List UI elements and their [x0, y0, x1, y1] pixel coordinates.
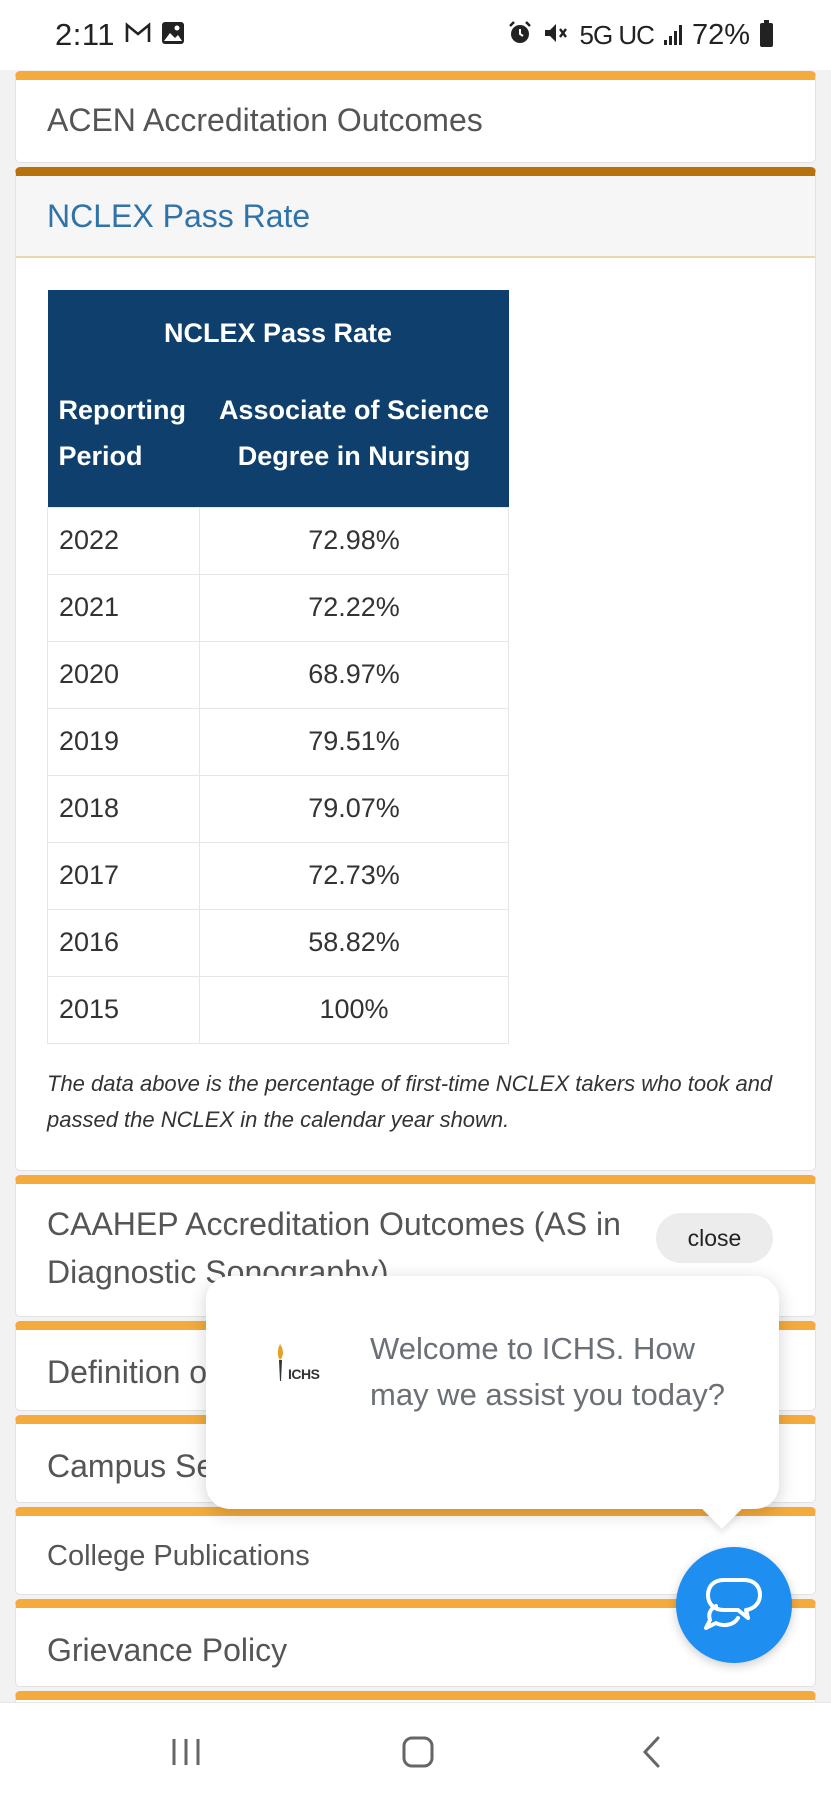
- status-right: 5G UC 72%: [507, 19, 773, 52]
- accordion-acen[interactable]: ACEN Accreditation Outcomes: [15, 71, 816, 163]
- system-nav-bar: [0, 1702, 831, 1800]
- row-rate: 79.07%: [199, 774, 509, 843]
- table-row: 2019 79.51%: [47, 707, 509, 776]
- battery-level: 72%: [691, 18, 750, 51]
- table-row: 2015 100%: [47, 975, 509, 1044]
- accordion-title-publications: College Publications: [47, 1540, 310, 1572]
- row-year: 2016: [47, 908, 200, 977]
- table-row: 2017 72.73%: [47, 841, 509, 910]
- accordion-next[interactable]: [15, 1691, 816, 1702]
- status-bar: 2:11 5G UC 72%: [0, 0, 831, 70]
- recent-apps-icon: [172, 1739, 200, 1765]
- table-title: NCLEX Pass Rate: [47, 290, 509, 370]
- page-content: ACEN Accreditation Outcomes NCLEX Pass R…: [0, 70, 831, 1702]
- row-year: 2017: [47, 841, 200, 910]
- chat-close-button[interactable]: close: [656, 1213, 773, 1263]
- table-row: 2018 79.07%: [47, 774, 509, 843]
- row-rate: 72.98%: [199, 506, 509, 575]
- row-year: 2018: [47, 774, 200, 843]
- logo-text: ICHS: [288, 1366, 320, 1382]
- ichs-logo: ICHS: [274, 1344, 320, 1382]
- chat-bubbles-icon: [704, 1578, 762, 1630]
- table-footnote: The data above is the percentage of firs…: [47, 1071, 773, 1132]
- row-year: 2022: [47, 506, 200, 575]
- gmail-icon: [125, 22, 151, 48]
- column-header-degree: Associate of Science Degree in Nursing: [199, 370, 509, 507]
- row-year: 2020: [47, 640, 200, 709]
- row-rate: 58.82%: [199, 908, 509, 977]
- nclex-table: NCLEX Pass Rate Reporting Period Associa…: [47, 290, 509, 1044]
- gallery-icon: [161, 21, 185, 49]
- accordion-title-definition: Definition of: [47, 1354, 216, 1390]
- accordion-header-nclex[interactable]: NCLEX Pass Rate: [16, 176, 815, 258]
- column-header-period-line1: Reporting: [58, 395, 187, 426]
- torch-icon: [277, 1344, 283, 1381]
- mute-icon: [543, 21, 569, 49]
- status-time: 2:11: [55, 17, 116, 52]
- accordion-title-grievance: Grievance Policy: [47, 1632, 288, 1668]
- row-rate: 72.22%: [199, 573, 509, 642]
- accordion-nclex: NCLEX Pass Rate NCLEX Pass Rate Reportin…: [15, 167, 816, 1171]
- table-row: 2020 68.97%: [47, 640, 509, 709]
- chat-welcome-popup: ICHS Welcome to ICHS. How may we assist …: [206, 1276, 779, 1509]
- accordion-title-campus: Campus Se: [47, 1448, 215, 1484]
- recent-apps-button[interactable]: [126, 1703, 246, 1800]
- column-header-period: Reporting Period: [47, 370, 200, 507]
- row-year: 2015: [47, 975, 200, 1044]
- back-button[interactable]: [592, 1703, 712, 1800]
- table-row: 2016 58.82%: [47, 908, 509, 977]
- table-row: 2022 72.98%: [47, 506, 509, 575]
- row-year: 2019: [47, 707, 200, 776]
- column-header-degree-line1: Associate of Science: [218, 395, 490, 426]
- home-icon: [402, 1736, 434, 1768]
- row-rate: 100%: [199, 975, 509, 1044]
- back-icon: [642, 1736, 660, 1768]
- home-button[interactable]: [358, 1703, 478, 1800]
- row-year: 2021: [47, 573, 200, 642]
- row-rate: 72.73%: [199, 841, 509, 910]
- signal-icon: [663, 25, 682, 45]
- column-header-degree-line2: Degree in Nursing: [237, 441, 471, 472]
- column-header-period-line2: Period: [58, 441, 143, 472]
- chat-welcome-message: Welcome to ICHS. How may we assist you t…: [370, 1331, 725, 1412]
- row-rate: 79.51%: [199, 707, 509, 776]
- accordion-title-acen: ACEN Accreditation Outcomes: [47, 102, 483, 138]
- battery-icon: [760, 20, 773, 47]
- row-rate: 68.97%: [199, 640, 509, 709]
- status-left: 2:11: [55, 17, 185, 53]
- accordion-title-caahep-line1: CAAHEP Accreditation Outcomes (AS in: [47, 1206, 621, 1242]
- accordion-title-nclex: NCLEX Pass Rate: [47, 198, 311, 234]
- network-type: 5G UC: [579, 19, 654, 50]
- table-row: 2021 72.22%: [47, 573, 509, 642]
- chat-launcher-button[interactable]: [676, 1547, 792, 1663]
- alarm-icon: [507, 20, 533, 50]
